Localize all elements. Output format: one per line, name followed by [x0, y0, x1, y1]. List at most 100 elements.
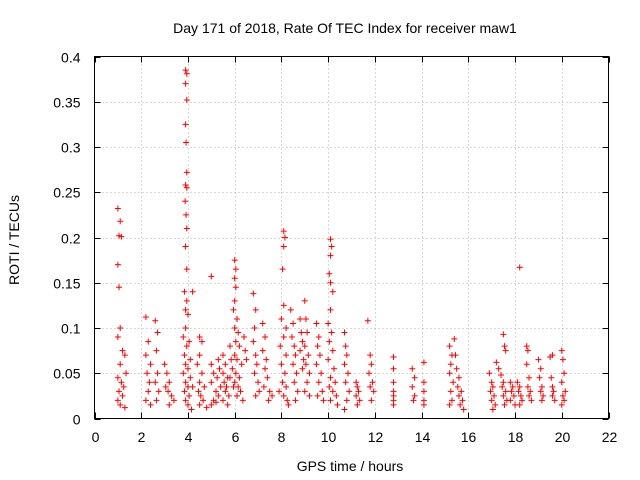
data-point	[327, 397, 334, 404]
data-point	[302, 315, 309, 322]
data-point	[559, 356, 566, 363]
data-point	[232, 338, 239, 345]
data-point	[328, 329, 335, 336]
data-point	[517, 392, 524, 399]
data-point	[305, 352, 312, 359]
data-point	[355, 388, 362, 395]
data-point	[354, 383, 361, 390]
x-tick-label: 20	[555, 429, 571, 445]
x-tick-label: 22	[602, 429, 618, 445]
data-point	[221, 379, 228, 386]
data-point	[264, 374, 271, 381]
data-point	[526, 374, 533, 381]
data-point	[182, 198, 189, 205]
data-point	[369, 379, 376, 386]
data-point	[329, 388, 336, 395]
data-point	[142, 352, 149, 359]
data-point	[182, 182, 189, 189]
data-point	[459, 397, 466, 404]
data-point	[508, 388, 515, 395]
data-point	[210, 370, 217, 377]
data-point	[523, 343, 530, 350]
data-point	[182, 80, 189, 87]
data-point	[183, 266, 190, 273]
data-point	[314, 343, 321, 350]
data-point	[236, 343, 243, 350]
data-point	[536, 374, 543, 381]
data-point	[409, 365, 416, 372]
data-point	[447, 388, 454, 395]
data-point	[332, 379, 339, 386]
data-point	[239, 397, 246, 404]
data-point	[118, 233, 125, 240]
data-point	[301, 388, 308, 395]
data-point	[537, 388, 544, 395]
data-point	[500, 331, 507, 338]
data-point	[255, 379, 262, 386]
data-point	[343, 397, 350, 404]
data-point	[183, 343, 190, 350]
data-point	[153, 397, 160, 404]
data-point	[283, 352, 290, 359]
data-point	[290, 361, 297, 368]
data-point	[516, 401, 523, 408]
data-point	[366, 370, 373, 377]
data-point	[231, 352, 238, 359]
data-point	[251, 370, 258, 377]
data-point	[231, 379, 238, 386]
data-point	[460, 406, 467, 413]
data-point	[154, 370, 161, 377]
data-point	[327, 236, 334, 243]
data-point	[145, 338, 152, 345]
data-point	[183, 70, 190, 77]
data-point	[237, 388, 244, 395]
data-point	[420, 401, 427, 408]
y-tick-label: 0.25	[53, 185, 80, 201]
data-point	[262, 365, 269, 372]
data-point	[446, 343, 453, 350]
data-point	[182, 121, 189, 128]
data-point	[155, 388, 162, 395]
data-point	[326, 270, 333, 277]
data-point	[189, 383, 196, 390]
x-tick-label: 8	[278, 429, 286, 445]
plot-frame	[94, 56, 609, 419]
data-point	[225, 392, 232, 399]
data-point	[528, 397, 535, 404]
data-point	[200, 397, 207, 404]
data-point	[330, 365, 337, 372]
data-point	[279, 266, 286, 273]
data-point	[147, 401, 154, 408]
data-point	[507, 397, 514, 404]
data-point	[182, 325, 189, 331]
data-point	[242, 347, 249, 354]
data-point	[284, 397, 291, 404]
data-point	[326, 338, 333, 345]
data-point	[549, 383, 556, 390]
data-point	[234, 315, 241, 322]
data-point	[183, 169, 190, 176]
data-point	[333, 392, 340, 399]
x-axis-label: GPS time / hours	[297, 458, 404, 474]
data-point	[319, 388, 326, 395]
data-point	[299, 338, 306, 345]
data-point	[152, 379, 159, 386]
data-point	[390, 365, 397, 372]
data-point	[117, 325, 124, 331]
data-point	[183, 96, 190, 103]
data-point	[183, 225, 190, 232]
data-point	[304, 329, 311, 336]
data-point	[409, 383, 416, 390]
data-point	[208, 273, 215, 280]
data-point	[278, 315, 285, 322]
data-point	[327, 306, 334, 313]
data-point	[499, 383, 506, 390]
data-point	[367, 352, 374, 359]
data-point	[325, 356, 332, 363]
data-point	[228, 356, 235, 363]
data-point	[208, 361, 215, 368]
data-point	[182, 306, 189, 313]
data-point	[184, 311, 191, 318]
data-point	[252, 392, 259, 399]
data-point	[287, 306, 294, 313]
